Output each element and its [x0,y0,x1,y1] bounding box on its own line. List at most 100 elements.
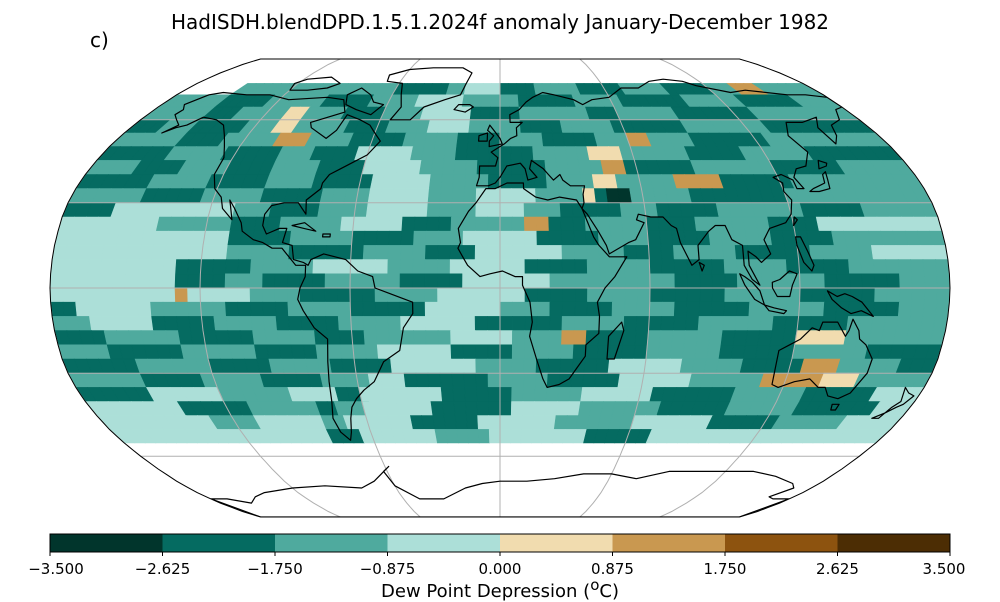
grid-cell [924,273,938,289]
grid-cell [521,146,534,161]
grid-cell [340,344,355,360]
grid-cell [599,259,613,275]
grid-cell [402,202,417,218]
grid-cell [607,202,622,218]
grid-cell [387,316,402,331]
grid-cell [796,245,812,260]
grid-cell [487,273,501,289]
grid-cell [623,316,638,331]
grid-cell [885,301,900,317]
grid-cell [449,259,464,275]
grid-cell [672,245,687,260]
grid-cell [611,273,626,289]
grid-cell [324,259,339,275]
grid-cell [327,344,343,360]
grid-cell [290,344,306,360]
grid-cell [412,316,427,331]
grid-cell [212,301,227,317]
grid-cell [757,330,773,346]
grid-cell [237,287,251,303]
grid-cell [450,344,464,360]
grid-cell [425,216,440,232]
grid-cell [162,259,177,275]
grid-cell [661,301,676,317]
grid-cell [512,245,526,260]
grid-cell [262,273,276,289]
grid-cell [487,330,501,346]
grid-cell [895,245,911,260]
grid-cell [312,273,326,289]
grid-cell [138,316,154,331]
grid-cell [897,301,913,317]
grid-cell [425,230,439,246]
grid-cell [390,202,405,218]
grid-cell [561,301,576,317]
grid-cell [686,287,701,303]
coastline [289,76,341,91]
grid-cell [453,160,467,175]
grid-cell [584,344,599,360]
grid-cell [442,401,456,416]
grid-cell [568,174,583,189]
grid-cell [439,372,454,388]
grid-cell [635,316,650,331]
grid-cell [426,202,441,218]
grid-cell [137,273,151,289]
grid-cell [488,401,501,416]
grid-cell [661,273,676,289]
grid-cell [443,146,457,161]
grid-cell [562,273,576,289]
grid-cell [474,230,489,246]
grid-cell [583,202,598,218]
grid-cell [922,259,938,275]
meridian-line [659,59,801,517]
grid-cell [476,160,490,175]
coastline [210,465,795,517]
grid-cell [405,174,420,189]
grid-cell [672,316,687,331]
grid-cell [289,230,304,246]
grid-cell [708,230,724,246]
grid-cell [301,230,317,246]
grid-cell [499,106,511,121]
grid-cell [646,330,662,346]
coastline [826,290,874,317]
grid-cell [456,429,470,444]
grid-cell [224,287,239,303]
colorbar-segment [275,534,388,552]
grid-cell [897,259,913,275]
grid-cell [312,259,327,275]
grid-cell [262,301,277,317]
grid-cell [573,316,588,331]
grid-cell [786,287,801,303]
grid-cell [545,387,560,402]
grid-cell [511,230,526,246]
grid-cell [683,330,699,346]
grid-cell [424,301,439,317]
grid-cell [163,245,179,260]
colorbar-tick-label: −3.500 [28,560,84,578]
grid-cell [417,387,432,402]
grid-cell [636,259,651,275]
grid-cell [886,287,901,303]
grid-cell [237,273,251,289]
grid-cell [225,259,240,275]
grid-cell [312,301,327,317]
grid-cell [391,372,407,388]
grid-cell [499,146,512,161]
grid-cell [413,330,427,346]
grid-cell [263,316,278,331]
grid-cell [449,273,463,289]
grid-cell [303,344,318,360]
grid-cell [595,358,610,374]
grid-cell [474,245,488,260]
grid-cell [50,301,65,317]
grid-cell [773,259,788,275]
grid-cell [661,287,676,303]
grid-cell [511,188,525,204]
grid-cell [201,245,216,260]
grid-cell [883,316,899,331]
coastline [322,233,331,238]
grid-cell [548,344,562,360]
grid-cell [175,259,190,275]
